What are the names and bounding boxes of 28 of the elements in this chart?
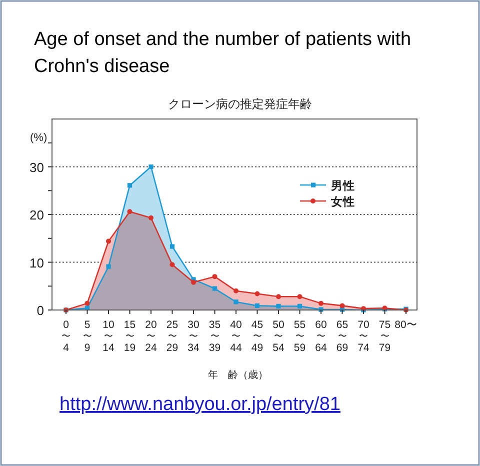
y-tick-label: 10 [30, 255, 44, 270]
x-tick-label: 10〜14 [102, 319, 114, 354]
y-axis-title: (%) [30, 132, 48, 144]
chart-subtitle: クローン病の推定発症年齢 [168, 97, 312, 111]
x-tick-label: 70〜74 [358, 319, 370, 354]
y-tick-label: 20 [30, 208, 44, 222]
x-tick-label: 15〜19 [124, 319, 136, 354]
x-tick-label: 55〜59 [294, 319, 306, 354]
x-tick-label: 60〜64 [315, 319, 327, 354]
legend-label: 男性 [330, 180, 355, 192]
x-tick-label: 35〜39 [208, 319, 221, 354]
x-tick-label: 20〜24 [145, 319, 157, 354]
x-tick-label: 5〜9 [82, 319, 92, 354]
chart-title: Age of onset and the number of patients with Crohn's disease [34, 29, 412, 77]
x-tick-label: 80〜 [394, 319, 418, 331]
text: http://www.nanbyou.or.jp/entry/81 [60, 394, 340, 415]
x-tick-label: 0〜4 [62, 319, 70, 354]
x-tick-label: 40〜44 [230, 319, 242, 354]
y-tick-label: 30 [30, 160, 44, 175]
x-tick-label: 65〜69 [336, 319, 348, 354]
legend-label: 女性 [330, 196, 355, 208]
x-tick-label: 45〜49 [251, 319, 264, 354]
x-axis-title: 年 齢（歳） [208, 369, 268, 381]
x-tick-label: 30〜34 [188, 319, 200, 354]
x-tick-label: 50〜54 [272, 319, 284, 354]
x-tick-label: 75〜79 [378, 319, 391, 354]
y-tick-label: 0 [36, 303, 44, 318]
x-tick-label: 25〜29 [166, 319, 178, 354]
